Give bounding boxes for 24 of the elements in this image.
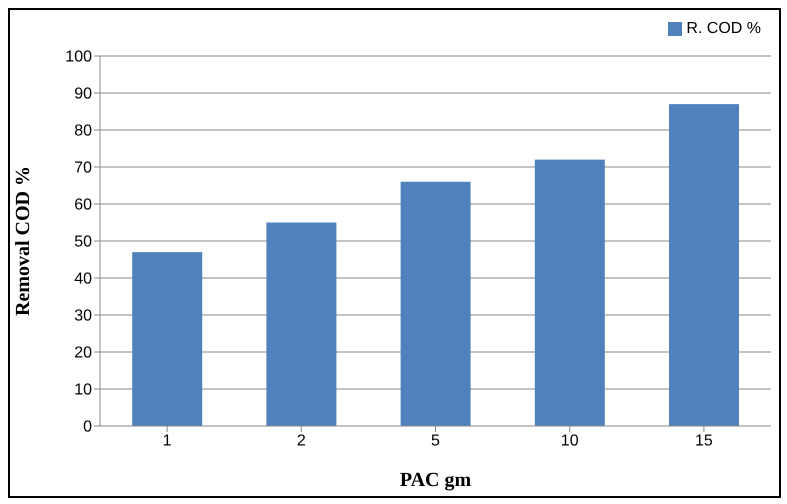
bar (400, 182, 471, 426)
bar (669, 104, 740, 426)
y-tick-label: 100 (65, 48, 92, 66)
x-tick-label: 10 (560, 432, 579, 450)
bar (266, 222, 336, 426)
y-tick-label: 90 (74, 86, 92, 103)
bar (534, 160, 605, 426)
bar (132, 252, 202, 426)
y-tick-label: 50 (74, 234, 92, 251)
x-tick-label: 2 (296, 432, 306, 450)
legend-label: R. COD % (686, 20, 761, 37)
x-axis-title: PAC gm (400, 469, 472, 491)
x-tick-label: 15 (695, 432, 713, 450)
y-tick-label: 10 (74, 382, 92, 399)
y-tick-label: 20 (74, 344, 92, 362)
y-tick-label: 60 (74, 196, 92, 214)
x-tick-label: 1 (162, 432, 172, 450)
y-tick-label: 30 (74, 308, 92, 325)
y-tick-label: 80 (74, 122, 92, 140)
y-tick-label: 70 (74, 160, 92, 177)
x-tick-label: 5 (431, 432, 440, 450)
y-axis-title: Removal COD % (12, 166, 34, 316)
y-tick-label: 0 (83, 418, 92, 436)
y-tick-label: 40 (74, 270, 92, 288)
